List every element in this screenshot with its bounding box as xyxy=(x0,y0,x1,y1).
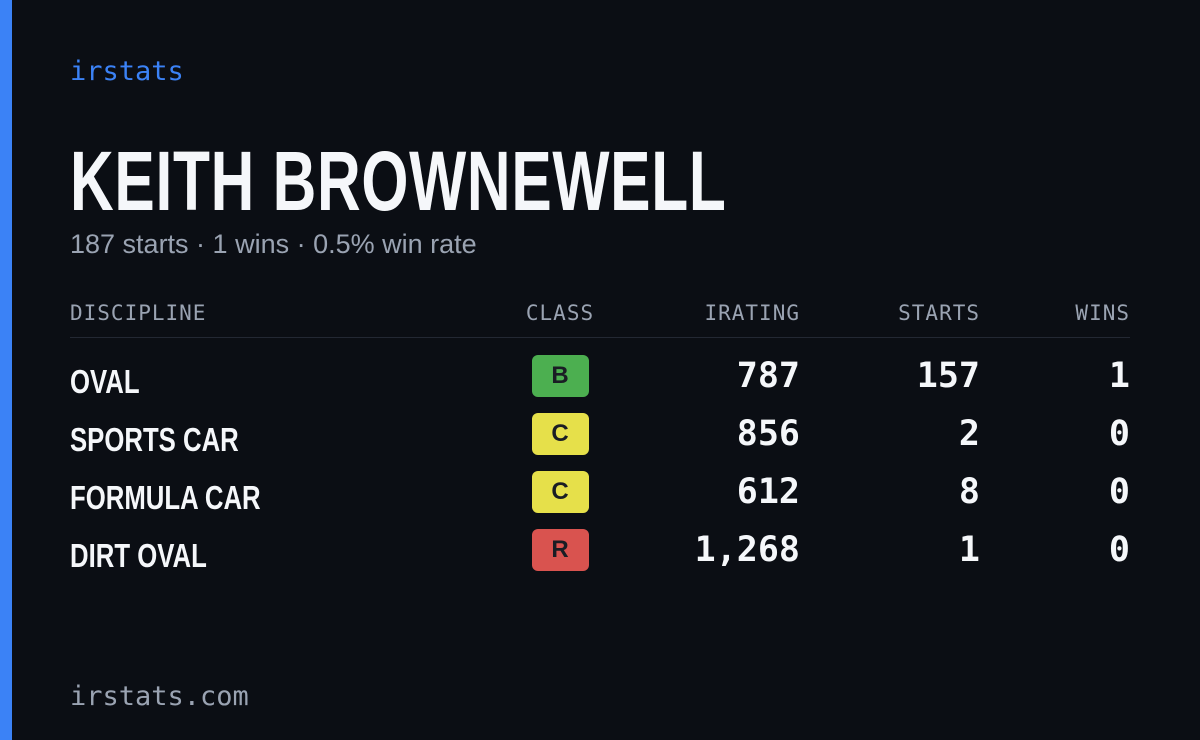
starts-value: 2 xyxy=(958,414,980,454)
column-header: CLASS xyxy=(525,301,595,325)
wins-value: 1 xyxy=(1108,356,1130,396)
discipline-name: FORMULA CAR xyxy=(70,479,261,516)
class-badge: C xyxy=(531,413,589,455)
class-badge: C xyxy=(531,471,589,513)
column-header: DISCIPLINE xyxy=(70,301,207,325)
wins-value: 0 xyxy=(1108,414,1130,454)
column-header: WINS xyxy=(1075,301,1130,325)
driver-name: KEITH BROWNEWELL xyxy=(70,134,727,228)
starts-value: 8 xyxy=(958,472,980,512)
column-header: IRATING xyxy=(704,301,800,325)
irating-value: 856 xyxy=(736,414,800,454)
column-header: STARTS xyxy=(898,301,980,325)
starts-value: 1 xyxy=(958,530,980,570)
irating-value: 1,268 xyxy=(694,530,800,570)
class-badge: R xyxy=(531,529,589,571)
discipline-name: DIRT OVAL xyxy=(70,537,207,574)
wins-value: 0 xyxy=(1108,472,1130,512)
irating-value: 787 xyxy=(736,356,800,396)
wins-value: 0 xyxy=(1108,530,1130,570)
discipline-name: OVAL xyxy=(70,363,140,400)
driver-summary: 187 starts · 1 wins · 0.5% win rate xyxy=(70,229,477,259)
discipline-name: SPORTS CAR xyxy=(70,421,239,458)
footer: irstats.com xyxy=(70,681,249,712)
header-rule xyxy=(70,337,1130,338)
brand: irstats xyxy=(70,56,184,87)
irating-value: 612 xyxy=(736,472,800,512)
accent-bar xyxy=(0,0,12,740)
class-badge: B xyxy=(531,355,589,397)
starts-value: 157 xyxy=(916,356,980,396)
